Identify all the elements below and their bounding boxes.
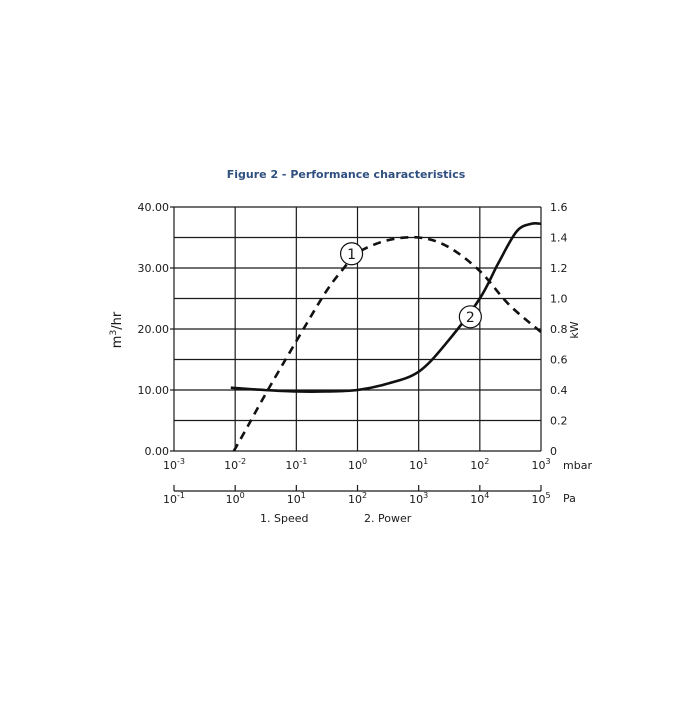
- x-pa-tick-label: 104: [470, 491, 489, 506]
- y-right-tick-label: 1.0: [550, 293, 568, 306]
- y-left-tick-label: 30.00: [138, 262, 170, 275]
- y-right-tick-label: 1.2: [550, 262, 568, 275]
- grid: [170, 206, 542, 452]
- chart-title: Figure 2 - Performance characteristics: [227, 168, 466, 181]
- x-mbar-tick-label: 10-3: [163, 457, 185, 472]
- series-power-marker-label: 2: [466, 310, 475, 326]
- x-pa-tick-label: 101: [287, 491, 306, 506]
- y-left-tick-label: 20.00: [138, 323, 170, 336]
- legend-power: 2. Power: [364, 512, 412, 525]
- x-mbar-tick-label: 10-2: [224, 457, 246, 472]
- x-pa-tick-label: 103: [409, 491, 428, 506]
- x-pa-tick-label: 10-1: [163, 491, 185, 506]
- tick-labels: 0.00 10.00 20.00 30.00 40.00 0 0.2 0.4 0.6 0.8 1.0…: [138, 201, 568, 472]
- series-speed-line: [232, 235, 542, 452]
- y-left-tick-label: 0.00: [145, 445, 170, 458]
- series-power-line: [230, 221, 542, 394]
- y-left-tick-label: 10.00: [138, 384, 170, 397]
- x-pa-tick-label: 105: [531, 491, 550, 506]
- y-right-tick-label: 0.8: [550, 323, 568, 336]
- y-right-tick-label: 1.4: [550, 232, 568, 245]
- x-pa-tick-label: 102: [348, 491, 367, 506]
- y-left-tick-label: 40.00: [138, 201, 170, 214]
- y-right-tick-label: 0.2: [550, 415, 568, 428]
- y-right-label: kW: [568, 321, 581, 338]
- series-speed-marker-circle: [339, 242, 364, 266]
- x-mbar-tick-label: 103: [531, 457, 550, 472]
- x-mbar-tick-label: 100: [348, 457, 367, 472]
- y-right-tick-label: 0.6: [550, 354, 568, 367]
- series-power-marker-circle: [458, 305, 482, 329]
- series-speed-marker: 1: [339, 242, 364, 266]
- y-right-tick-label: 0: [550, 445, 557, 458]
- series-power-marker: 2: [458, 305, 482, 329]
- x-unit-mbar: mbar: [563, 459, 592, 472]
- legend-speed: 1. Speed: [260, 512, 308, 525]
- x-mbar-tick-label: 10-1: [285, 457, 307, 472]
- y-right-tick-label: 1.6: [550, 201, 568, 214]
- series-speed-marker-label: 1: [347, 247, 356, 263]
- y-right-tick-label: 0.4: [550, 384, 568, 397]
- x-unit-pa: Pa: [563, 492, 576, 505]
- x-mbar-tick-label: 102: [470, 457, 489, 472]
- series-layer: 12: [230, 221, 542, 452]
- x-pa-tick-label: 100: [226, 491, 245, 506]
- x-mbar-tick-label: 101: [409, 457, 428, 472]
- pa-axis: 10-1 100 101 102 103 104 105: [163, 485, 551, 506]
- y-left-label: m3/hr: [109, 311, 125, 348]
